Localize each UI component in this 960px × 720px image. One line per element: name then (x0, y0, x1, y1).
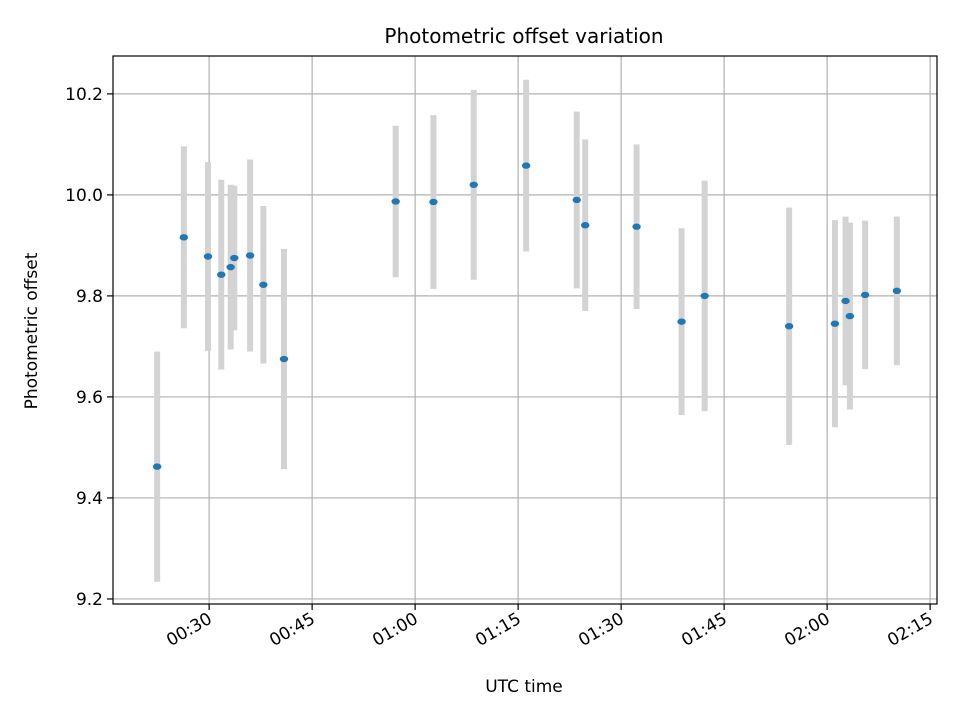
data-point (700, 292, 709, 300)
data-point (279, 355, 289, 363)
data-point (429, 198, 438, 206)
data-point (226, 263, 235, 271)
y-tick-label: 9.2 (76, 590, 103, 610)
data-point (245, 252, 255, 259)
data-point (845, 312, 855, 320)
data-points (152, 162, 902, 470)
data-point (521, 162, 531, 169)
data-point (469, 181, 478, 188)
data-point (203, 253, 213, 260)
data-point (632, 223, 641, 230)
data-point (784, 323, 794, 330)
data-point (677, 318, 686, 325)
y-axis-label: Photometric offset (22, 252, 42, 409)
data-point (391, 198, 400, 205)
data-point (179, 234, 189, 241)
data-point (217, 271, 226, 278)
data-point (892, 287, 902, 295)
y-tick-label: 10.0 (65, 186, 103, 206)
y-tick-label: 10.2 (65, 85, 103, 105)
data-point (230, 254, 239, 262)
data-point (860, 291, 870, 299)
y-tick-label: 9.8 (76, 287, 103, 307)
data-point (580, 221, 590, 229)
plot-frame (112, 55, 938, 605)
y-tick-label: 9.4 (76, 489, 103, 509)
data-point (259, 281, 268, 288)
data-point (152, 463, 162, 470)
data-point (572, 196, 581, 204)
x-axis-label: UTC time (485, 677, 563, 697)
chart-title: Photometric offset variation (384, 24, 663, 48)
data-point (841, 297, 850, 305)
y-tick-label: 9.6 (76, 388, 103, 408)
data-point (830, 320, 840, 327)
